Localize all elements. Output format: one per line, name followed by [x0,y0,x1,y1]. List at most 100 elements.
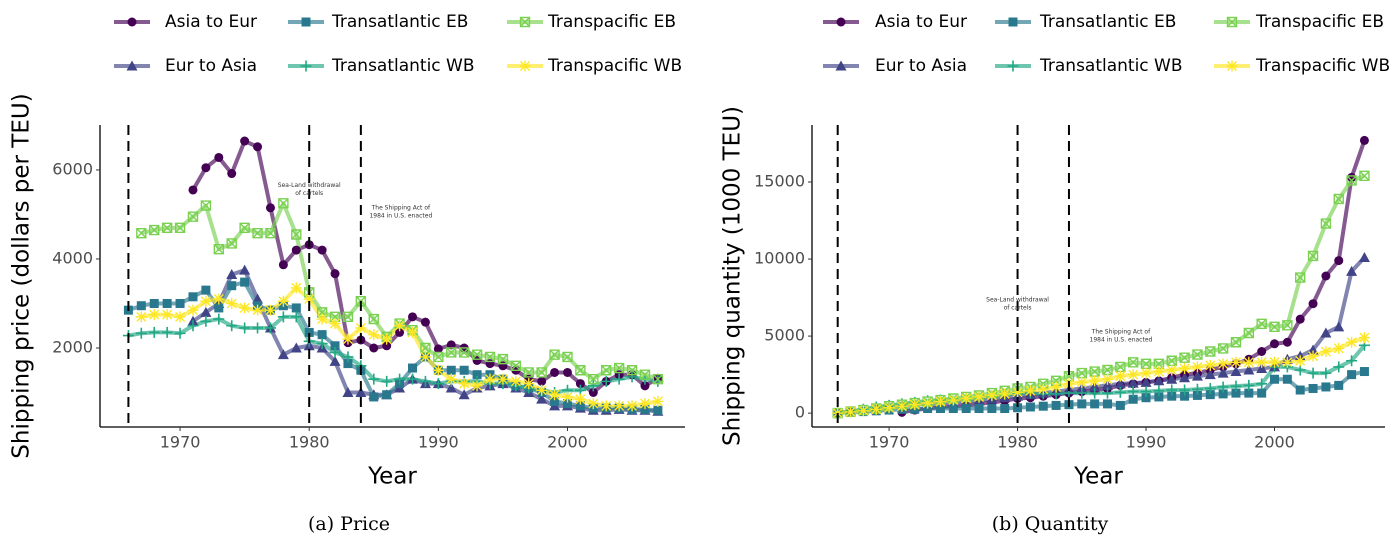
marker [1256,378,1268,390]
marker [240,136,250,146]
marker-shape [575,365,586,376]
marker [239,302,251,314]
marker [934,396,946,408]
marker [588,388,598,398]
marker [1359,170,1370,182]
marker-shape [252,227,263,239]
marker-shape [1333,193,1344,205]
marker-shape [1244,388,1254,398]
marker [343,359,353,369]
marker [471,349,483,360]
marker [264,322,276,334]
marker-shape [1076,376,1088,388]
marker-shape [200,200,212,211]
marker [1179,372,1191,383]
marker-shape [1320,346,1332,357]
marker [1270,339,1280,349]
marker-shape [1230,356,1242,368]
marker-shape [301,17,311,27]
marker-shape [278,198,289,209]
marker [1295,272,1306,283]
marker [369,392,379,402]
marker-shape [382,341,392,351]
marker-shape [1127,377,1139,388]
marker-shape [588,373,599,385]
marker-shape [1153,375,1165,386]
marker [1333,321,1345,332]
marker [1140,386,1152,398]
marker-shape [1282,320,1293,331]
marker [161,309,173,321]
marker [1282,337,1292,347]
marker [639,369,651,380]
marker-shape [600,400,612,412]
marker [510,360,522,371]
marker [1191,370,1203,381]
marker-shape [342,387,354,398]
marker [433,351,444,363]
marker-shape [1217,343,1229,354]
marker [394,320,406,332]
y-tick-label: 15000 [754,172,805,191]
marker [1346,336,1358,348]
marker-shape [382,390,392,400]
marker-shape [1231,388,1241,398]
marker [497,353,509,365]
marker-shape [1167,391,1177,401]
marker [652,395,664,407]
marker-shape [836,17,846,27]
marker [253,142,263,152]
marker-shape [587,398,599,410]
legend-label: Transatlantic WB [1039,56,1183,76]
marker [562,351,573,363]
marker-shape [239,322,251,334]
marker [1025,402,1035,412]
x-tick-label: 2000 [547,433,588,452]
marker-shape [278,260,288,270]
legend-label: Transatlantic WB [331,56,475,76]
marker [484,373,496,385]
marker-shape [265,227,276,239]
marker-shape [213,313,225,325]
marker [1102,399,1112,409]
marker [1101,373,1113,385]
marker-shape [252,322,264,334]
marker-shape [1320,218,1332,229]
marker [836,17,846,27]
marker [187,304,199,316]
marker-shape [1089,375,1101,387]
marker [471,380,483,392]
marker-shape [1179,352,1190,363]
marker-shape [1179,362,1191,374]
annotation: The Shipping Act of [371,205,431,212]
marker [458,378,470,390]
marker [1076,387,1088,399]
marker-shape [1140,386,1152,398]
marker-shape [1307,367,1319,379]
marker-shape [523,378,535,390]
marker-shape [420,317,430,327]
marker [1321,382,1331,392]
marker [484,351,496,363]
marker [588,373,599,385]
marker-shape [239,222,250,234]
marker-shape [922,397,934,409]
marker-shape [1204,382,1216,394]
marker [1205,390,1215,400]
marker-shape [1243,364,1255,375]
marker-shape [240,277,250,287]
marker [1226,60,1238,72]
marker [201,285,211,295]
marker [587,380,599,392]
marker-shape [1153,358,1165,370]
marker [1334,380,1344,390]
marker [1050,381,1062,393]
marker [652,375,664,387]
marker [213,313,225,325]
marker [252,304,264,316]
marker-shape [201,285,211,295]
marker [973,391,985,403]
marker [587,398,599,410]
marker-shape [484,373,496,385]
marker [304,327,314,337]
